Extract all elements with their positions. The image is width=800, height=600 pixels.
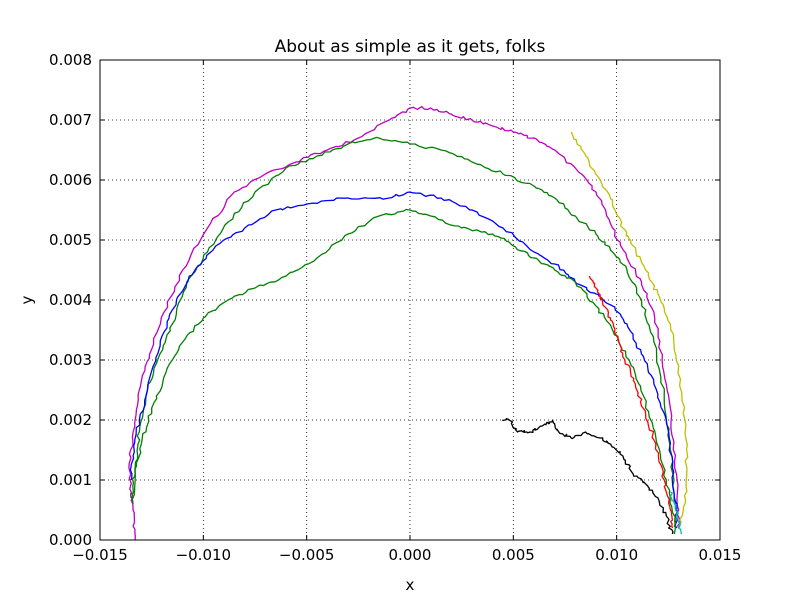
y-tick-label: 0.006	[49, 171, 92, 189]
x-tick-label: 0.015	[699, 546, 742, 564]
y-tick-label: 0.002	[49, 411, 92, 429]
y-tick-label: 0.001	[49, 471, 92, 489]
y-tick-label: 0.007	[49, 111, 92, 129]
x-tick-label: −0.015	[72, 546, 128, 564]
y-tick-label: 0.000	[49, 531, 92, 549]
y-tick-label: 0.003	[49, 351, 92, 369]
series-line-1	[128, 105, 681, 541]
series-line-8	[669, 491, 682, 535]
chart-title: About as simple as it gets, folks	[275, 37, 546, 57]
y-tick-label: 0.004	[49, 291, 92, 309]
series-line-2	[131, 136, 678, 529]
y-axis-label: y	[18, 295, 36, 304]
x-axis-label: x	[406, 576, 415, 594]
series-line-4	[129, 208, 677, 534]
ticks: −0.015 −0.010 −0.005 0.000 0.005 0.010 0.015 0.…	[49, 51, 741, 564]
x-tick-label: 0.005	[492, 546, 535, 564]
series-line-7	[502, 418, 674, 535]
y-tick-label: 0.008	[49, 51, 92, 69]
x-tick-label: 0.010	[595, 546, 638, 564]
series-group	[128, 105, 689, 541]
series-line-6	[588, 275, 674, 529]
x-tick-label: −0.010	[176, 546, 232, 564]
x-tick-label: −0.005	[279, 546, 335, 564]
series-line-5	[570, 131, 689, 529]
series-line-3	[129, 191, 679, 529]
x-tick-label: 0.000	[389, 546, 432, 564]
y-tick-label: 0.005	[49, 231, 92, 249]
